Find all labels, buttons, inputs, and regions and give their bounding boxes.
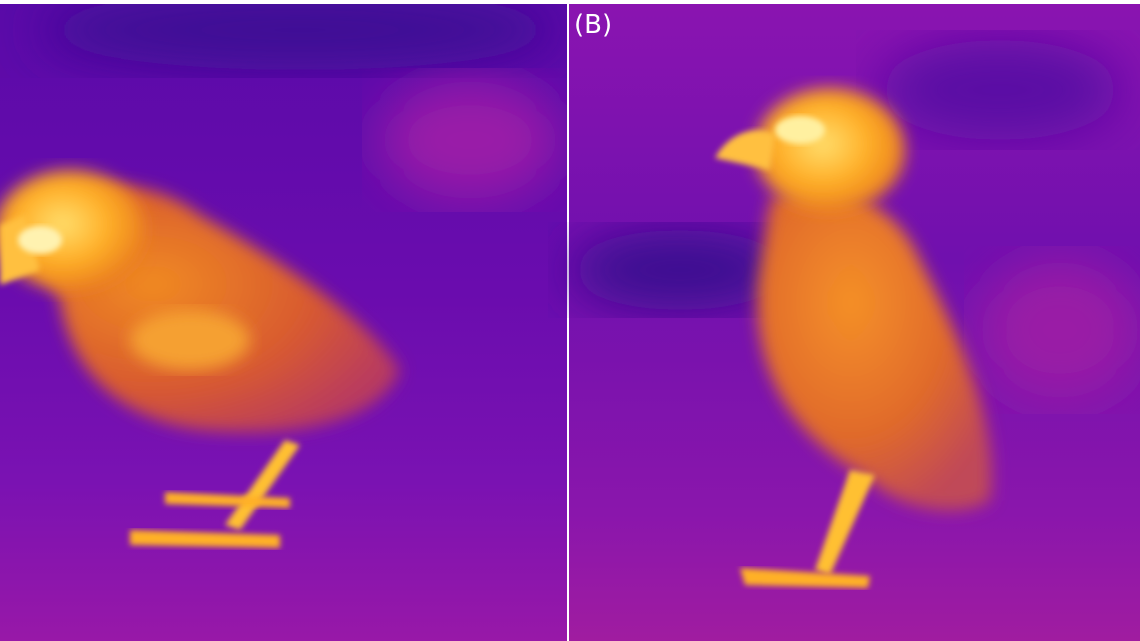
panel-b bbox=[569, 4, 1140, 641]
panel-label: (B) bbox=[574, 10, 613, 40]
bird-b bbox=[715, 88, 992, 588]
bird-a bbox=[0, 170, 400, 548]
panel-a bbox=[0, 0, 567, 641]
